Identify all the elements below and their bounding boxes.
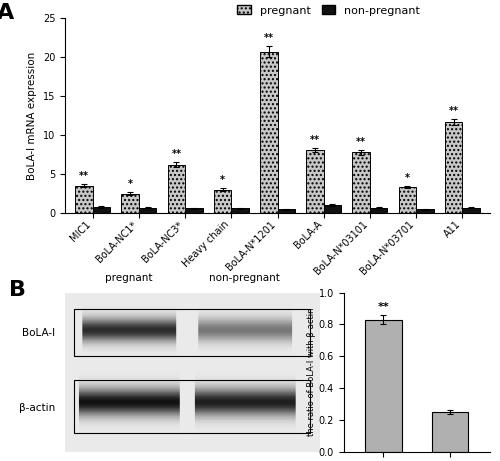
Text: **: ** (378, 301, 390, 312)
Bar (278, 209, 295, 213)
Bar (168, 165, 185, 213)
Bar (74, 380, 310, 433)
Text: *: * (405, 173, 410, 183)
Bar (185, 208, 202, 213)
Bar (214, 189, 232, 213)
Bar (444, 122, 462, 213)
Text: **: ** (172, 149, 181, 160)
Y-axis label: BoLA-I mRNA expression: BoLA-I mRNA expression (27, 52, 37, 180)
Bar (462, 207, 480, 213)
Bar (92, 207, 110, 213)
Bar (398, 187, 416, 213)
Legend: pregnant, non-pregnant: pregnant, non-pregnant (233, 0, 424, 20)
Bar (416, 209, 434, 213)
Bar (324, 205, 341, 213)
Bar (365, 319, 402, 452)
Text: *: * (128, 179, 132, 189)
Bar (75, 186, 92, 213)
Text: *: * (220, 175, 225, 185)
Bar (260, 52, 278, 213)
Text: **: ** (264, 33, 274, 43)
Bar (74, 308, 310, 356)
Bar (432, 412, 469, 452)
Bar (232, 208, 249, 213)
Bar (352, 152, 370, 213)
Text: **: ** (356, 137, 366, 147)
Bar (306, 150, 324, 213)
Bar (139, 207, 156, 213)
Bar (370, 207, 388, 213)
Text: **: ** (310, 135, 320, 144)
Text: A: A (0, 3, 14, 23)
Y-axis label: the ratio of BoLA-I with β-actin: the ratio of BoLA-I with β-actin (306, 308, 316, 437)
Text: **: ** (79, 171, 89, 181)
Bar (122, 194, 139, 213)
Text: **: ** (448, 106, 458, 116)
Text: B: B (9, 280, 26, 300)
